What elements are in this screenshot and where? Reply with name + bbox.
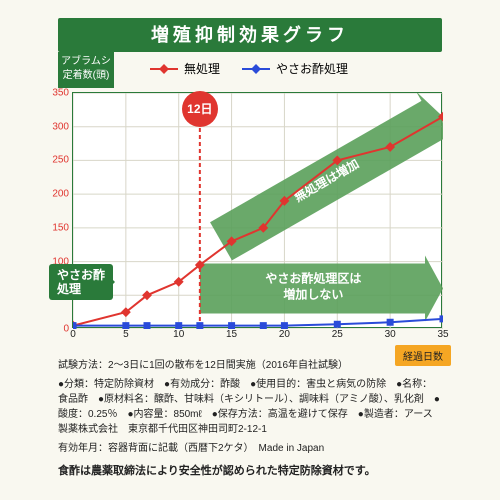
test-method: 試験方法：2〜3日に1回の散布を12日間実施（2016年自社試験）	[58, 358, 442, 373]
ytick: 350	[52, 88, 69, 99]
chart-svg: やさお酢処理区は増加しない無処理は増加	[73, 93, 443, 329]
ytick: 200	[52, 189, 69, 200]
svg-text:やさお酢処理区は: やさお酢処理区は	[265, 271, 361, 286]
divider-label: 12日	[182, 91, 218, 127]
xtick: 25	[332, 329, 343, 340]
chart-area: やさお酢処理区は増加しない無処理は増加 05010015020025030035…	[72, 92, 442, 328]
legend-marker-blue	[242, 68, 270, 70]
chart-title: 増殖抑制効果グラフ	[58, 18, 442, 52]
xtick: 0	[70, 329, 76, 340]
footer-final: 食酢は農薬取締法により安全性が認められた特定防除資材です。	[58, 464, 442, 479]
made-in-japan: 有効年月：容器背面に記載（西暦下2ケタ） Made in Japan	[58, 441, 442, 456]
legend-untreated: 無処理	[150, 60, 220, 77]
legend-label-treated: やさお酢処理	[276, 60, 348, 77]
ytick: 300	[52, 121, 69, 132]
xtick: 5	[123, 329, 129, 340]
xtick: 30	[385, 329, 396, 340]
xtick: 20	[279, 329, 290, 340]
ytick: 0	[63, 324, 69, 335]
yasao-tag: やさお酢処理	[49, 264, 113, 300]
xtick: 10	[173, 329, 184, 340]
figure-root: 増殖抑制効果グラフ アブラムシ 定着数(頭) 無処理 やさお酢処理 やさお酢処理…	[0, 0, 500, 500]
legend: 無処理 やさお酢処理	[150, 60, 348, 77]
xtick: 15	[226, 329, 237, 340]
product-bullets: ●分類：特定防除資材 ●有効成分：酢酸 ●使用目的：害虫と病気の防除 ●名称：食…	[58, 377, 442, 437]
ytick: 250	[52, 155, 69, 166]
ylabel-line1: アブラムシ	[60, 55, 112, 69]
svg-text:増加しない: 増加しない	[283, 287, 343, 302]
ytick: 150	[52, 222, 69, 233]
ylabel-line2: 定着数(頭)	[60, 69, 112, 83]
legend-label-untreated: 無処理	[184, 60, 220, 77]
footer-text: 試験方法：2〜3日に1回の散布を12日間実施（2016年自社試験） ●分類：特定…	[58, 358, 442, 479]
legend-treated: やさお酢処理	[242, 60, 348, 77]
xtick: 35	[437, 329, 448, 340]
y-axis-label: アブラムシ 定着数(頭)	[58, 52, 114, 88]
legend-marker-red	[150, 68, 178, 70]
